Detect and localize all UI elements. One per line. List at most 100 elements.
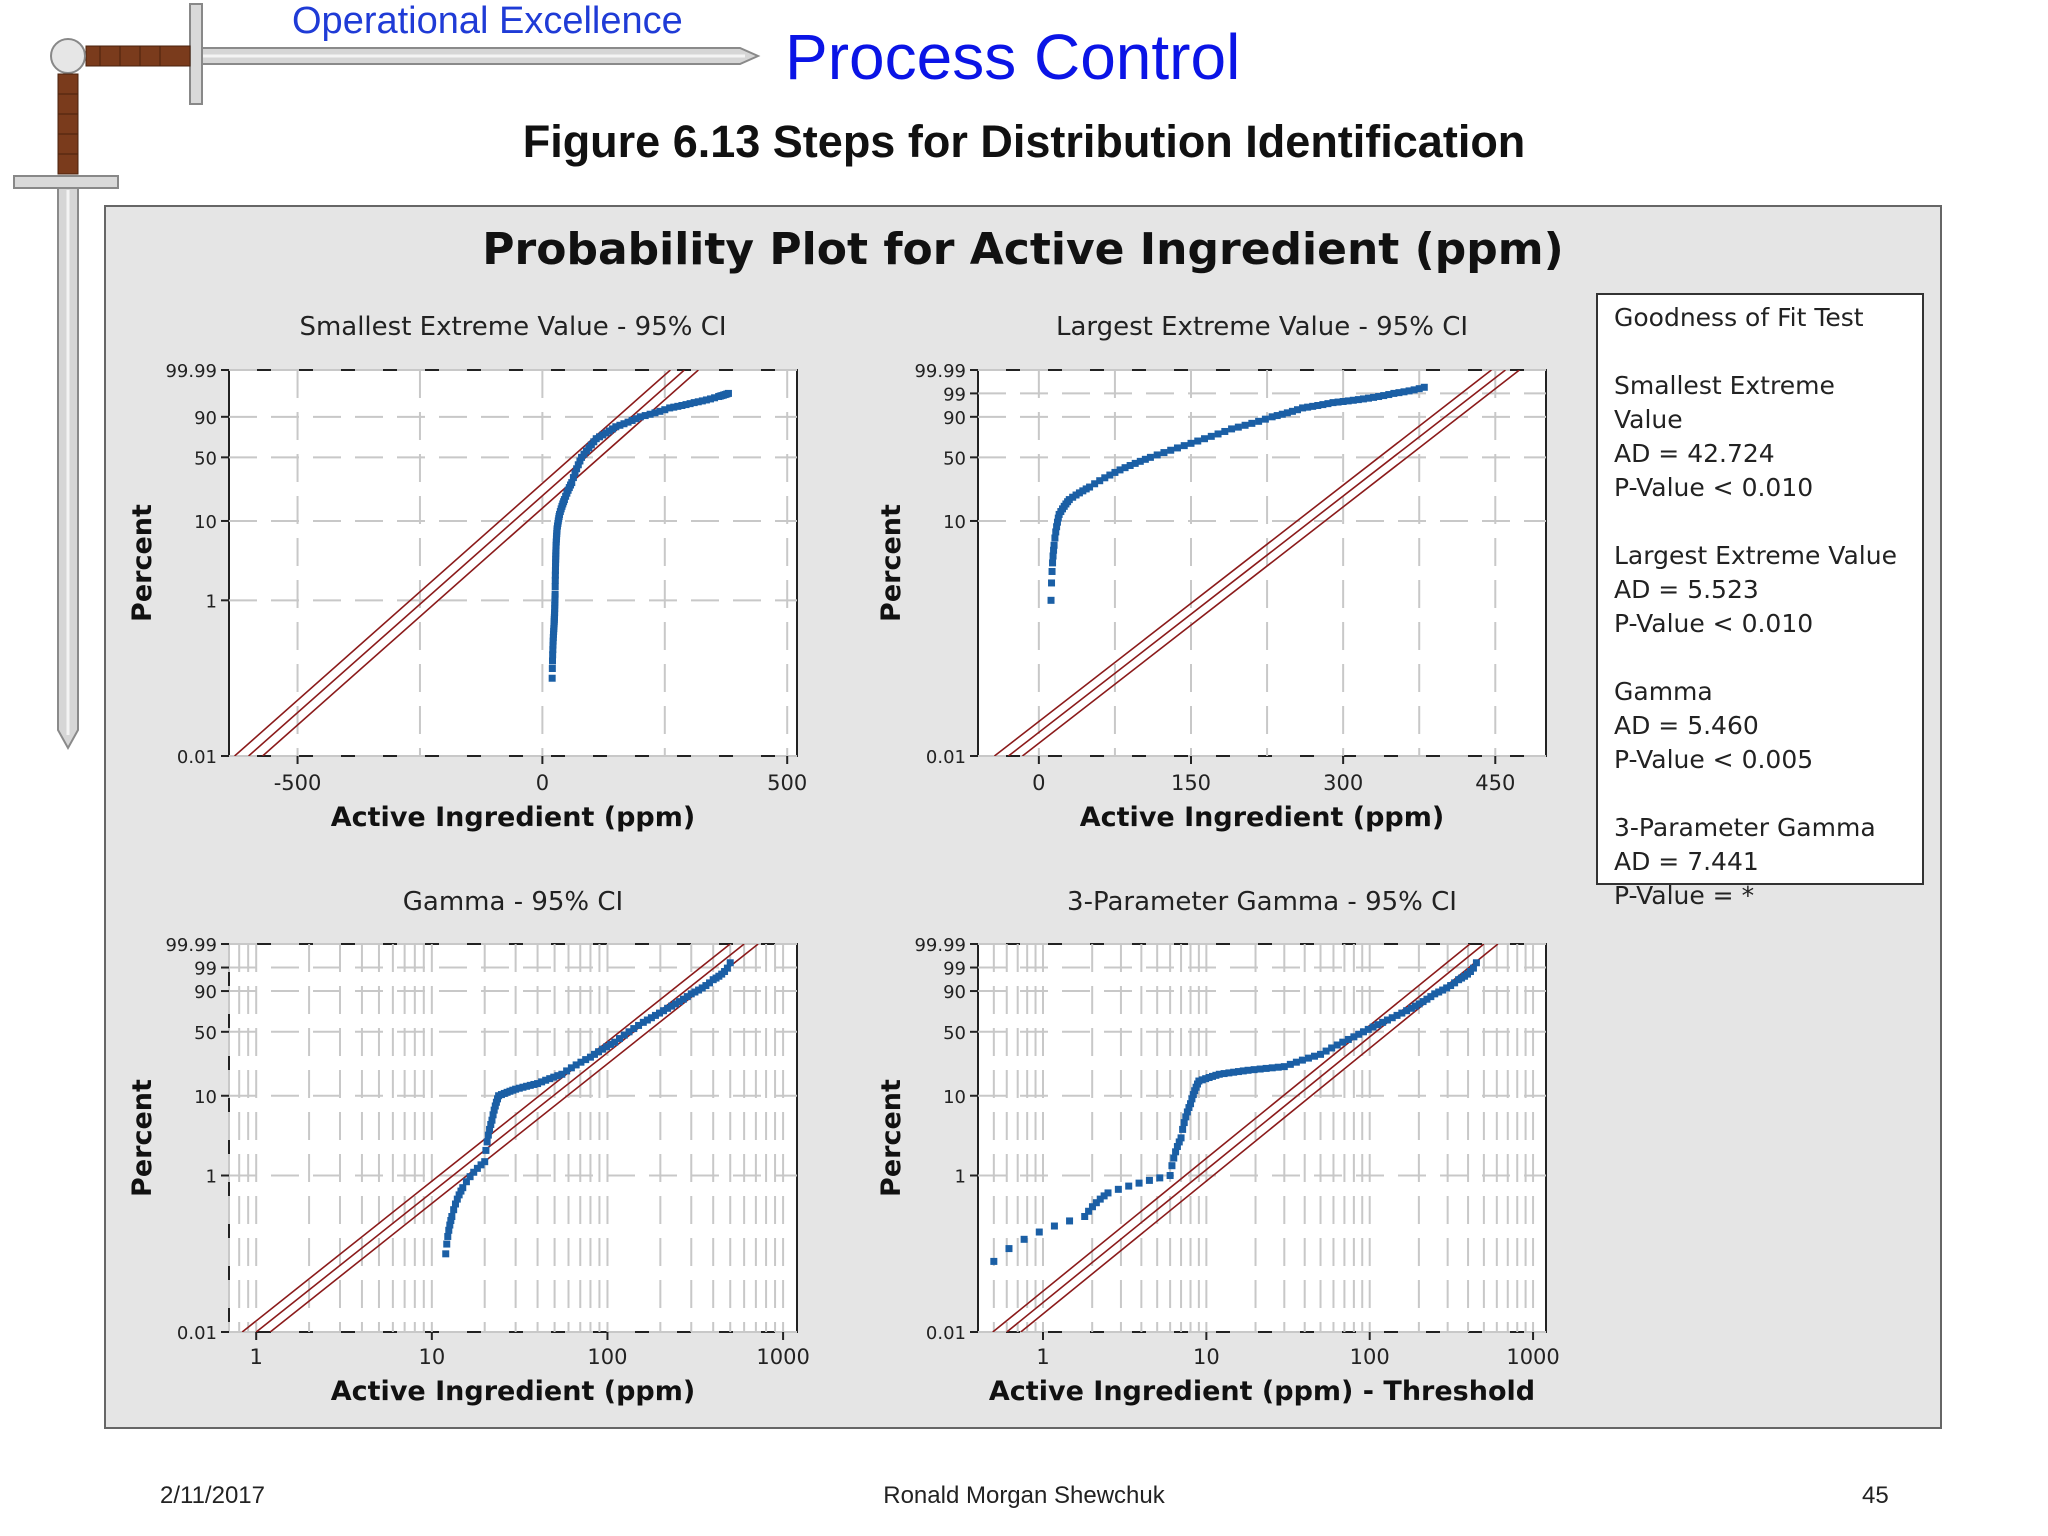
data-point	[607, 1040, 615, 1048]
data-point	[691, 988, 699, 996]
data-point	[1359, 1028, 1367, 1036]
data-point	[443, 1240, 451, 1248]
gof-ad: AD = 5.523	[1614, 575, 1759, 604]
data-point	[574, 461, 582, 469]
data-point	[1051, 534, 1059, 542]
data-point	[530, 1080, 538, 1088]
y-tick-label: 90	[943, 982, 966, 1003]
data-point	[1256, 1065, 1264, 1073]
y-tick-label: 50	[943, 448, 966, 469]
y-tick-label: 0.01	[177, 747, 217, 768]
data-point	[1439, 986, 1447, 994]
data-point	[1322, 1047, 1330, 1055]
data-point	[466, 1173, 474, 1181]
data-point	[628, 416, 636, 424]
data-point	[1187, 1100, 1195, 1108]
data-point	[455, 1191, 463, 1199]
y-tick-label: 50	[194, 448, 217, 469]
plot-area	[977, 369, 1547, 757]
data-point	[1189, 1091, 1197, 1099]
data-point	[448, 1213, 456, 1221]
y-tick-label: 99	[943, 959, 966, 980]
data-point	[1172, 1148, 1180, 1156]
data-point	[1180, 442, 1188, 450]
data-point	[1423, 995, 1431, 1003]
data-point	[656, 407, 664, 415]
gof-p: P-Value < 0.005	[1614, 745, 1814, 774]
data-point	[491, 1102, 499, 1110]
data-point	[603, 1043, 611, 1051]
chart-title: Probability Plot for Active Ingredient (…	[482, 224, 1564, 275]
data-point	[1328, 1044, 1336, 1052]
data-point	[590, 1050, 598, 1058]
x-tick-label: 100	[587, 1345, 627, 1369]
brand-label: Operational Excellence	[292, 0, 683, 42]
data-point	[1262, 1064, 1270, 1072]
data-point	[1085, 1207, 1093, 1215]
data-point	[595, 1048, 603, 1056]
data-point	[1121, 464, 1129, 472]
data-point	[639, 1018, 647, 1026]
data-point	[1250, 1066, 1258, 1074]
data-point	[1299, 404, 1307, 412]
data-point	[1239, 1067, 1247, 1075]
data-point	[453, 1195, 461, 1203]
data-point	[444, 1232, 452, 1240]
data-point	[1182, 1113, 1190, 1121]
data-point	[683, 993, 691, 1001]
y-tick-label: 90	[194, 408, 217, 429]
data-point	[1179, 1125, 1187, 1133]
sword-logo-icon	[13, 3, 761, 751]
data-point	[647, 1014, 655, 1022]
data-point	[486, 1125, 494, 1133]
data-point	[1339, 1038, 1347, 1046]
y-tick-label: 0.01	[926, 1323, 966, 1344]
data-point	[1136, 457, 1144, 465]
data-point	[576, 457, 584, 465]
y-tick-label: 50	[194, 1023, 217, 1044]
page-title: Process Control	[785, 21, 1241, 93]
data-point	[1410, 386, 1418, 394]
data-point	[671, 1000, 679, 1008]
data-point	[1215, 1070, 1223, 1078]
data-point	[1420, 383, 1428, 391]
data-point	[1354, 396, 1362, 404]
data-point	[726, 959, 734, 967]
data-point	[1135, 1179, 1143, 1187]
y-tick-label: 0.01	[177, 1323, 217, 1344]
data-point	[1221, 427, 1229, 435]
ci-line	[269, 944, 759, 1332]
data-point	[552, 562, 560, 570]
y-tick-label: 99.99	[914, 935, 966, 956]
x-tick-label: 10	[1193, 1345, 1220, 1369]
gof-name: Smallest Extreme Value	[1614, 371, 1835, 434]
y-tick-label: 99.99	[165, 361, 217, 382]
data-point	[1086, 483, 1094, 491]
data-point	[542, 1076, 550, 1084]
data-point	[1096, 1195, 1104, 1203]
data-point	[1292, 1058, 1300, 1066]
y-tick-label: 0.01	[926, 747, 966, 768]
data-point	[549, 637, 557, 645]
data-point	[1435, 988, 1443, 996]
data-point	[1304, 1054, 1312, 1062]
data-point	[568, 479, 576, 487]
x-tick-label: 450	[1475, 771, 1515, 795]
data-point	[1393, 1011, 1401, 1019]
data-point	[1048, 579, 1056, 587]
data-point	[706, 395, 714, 403]
data-point	[450, 1206, 458, 1214]
data-point	[1273, 412, 1281, 420]
data-point	[1365, 394, 1372, 402]
data-point	[1407, 1004, 1415, 1012]
data-point	[1131, 459, 1139, 467]
data-point	[586, 1053, 594, 1061]
data-point	[1469, 964, 1477, 972]
data-point	[1207, 432, 1215, 440]
data-point	[1403, 1007, 1411, 1015]
data-point	[990, 1257, 998, 1265]
x-tick-label: 150	[1171, 771, 1211, 795]
y-axis-label: Percent	[127, 1079, 158, 1197]
gof-entry-sev: Smallest Extreme Value AD = 42.724 P-Val…	[1614, 369, 1906, 505]
